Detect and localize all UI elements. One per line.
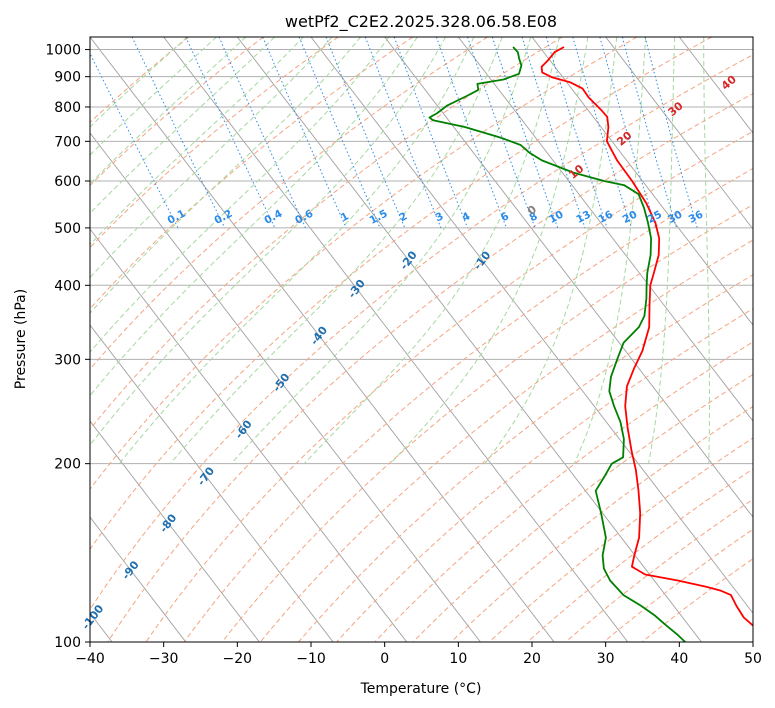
moist-adiabat-line <box>90 37 304 246</box>
isotherm-line <box>384 37 753 518</box>
y-tick-label: 300 <box>54 352 81 368</box>
isotherm-line <box>90 516 187 642</box>
dry-adiabat-line <box>90 37 190 124</box>
dry-adiabat-line <box>90 37 638 491</box>
mixing-ratio-line <box>364 37 442 229</box>
y-tick-label: 800 <box>54 100 81 116</box>
y-tick-label: 400 <box>54 278 81 294</box>
isotherm-line <box>90 132 481 642</box>
moist-adiabat-line <box>90 37 418 397</box>
moist-adiabat-line <box>90 37 275 215</box>
moist-adiabat-line <box>170 37 503 465</box>
sounding-traces <box>428 46 753 642</box>
axis-ticks: −40 −30 −20 −10 0 10 20 30 40 50 100 200 300 400 500 60… <box>45 43 762 667</box>
mixing-ratio-line <box>572 37 632 229</box>
moist-adiabat-line <box>703 37 710 464</box>
mixing-ratio-line <box>393 37 469 229</box>
y-axis-label: Pressure (hPa) <box>13 289 29 389</box>
x-tick-label: 0 <box>380 651 389 667</box>
y-tick-label: 700 <box>54 134 81 150</box>
y-tick-label: 200 <box>54 457 81 473</box>
moist-adiabat-line <box>303 37 560 465</box>
isotherm-line <box>90 228 408 642</box>
mixing-ratio-line <box>262 37 347 229</box>
isotherm-line <box>163 37 629 642</box>
dry-adiabat-line <box>90 37 264 187</box>
x-tick-label: −30 <box>149 651 179 667</box>
mixing-ratio-line <box>435 37 507 229</box>
x-axis-label: Temperature (°C) <box>360 681 482 697</box>
mixing-ratio-line <box>491 37 559 229</box>
mixing-ratio-line <box>545 37 608 229</box>
isotherm-line <box>605 37 753 230</box>
x-tick-label: 10 <box>449 651 467 667</box>
moist-adiabat-line <box>118 37 475 465</box>
moist-adiabat-line <box>90 37 390 353</box>
mixing-ratio-line <box>467 37 536 229</box>
isotherm-line <box>90 420 260 642</box>
x-tick-label: 20 <box>523 651 541 667</box>
mixing-ratio-line <box>298 37 381 229</box>
dry-adiabat-line <box>183 167 753 642</box>
moist-adiabat-line <box>90 37 446 446</box>
moist-adiabat-line <box>573 37 647 464</box>
temperature-trace <box>540 46 753 627</box>
x-tick-label: −40 <box>75 651 105 667</box>
moist-adiabat-line <box>90 37 361 314</box>
dewpoint-trace <box>428 46 686 642</box>
y-tick-label: 100 <box>54 635 81 651</box>
x-tick-label: 40 <box>670 651 688 667</box>
dry-adiabat-line <box>260 239 753 642</box>
moist-adiabat-line <box>389 37 589 465</box>
x-tick-label: −10 <box>296 651 326 667</box>
x-tick-label: 50 <box>744 651 762 667</box>
mixing-ratio-line <box>644 37 698 229</box>
moist-adiabat-line <box>90 37 247 185</box>
x-tick-label: −20 <box>223 651 253 667</box>
background-lines <box>90 37 753 642</box>
y-tick-label: 500 <box>54 221 81 237</box>
mixing-ratio-line <box>599 37 657 229</box>
dry-adiabat-line <box>145 130 753 642</box>
mixing-ratio-line <box>621 37 678 229</box>
dry-adiabat-line <box>298 274 753 642</box>
y-tick-label: 900 <box>54 70 81 86</box>
y-tick-label: 1000 <box>45 43 81 59</box>
mixing-ratio-line <box>325 37 406 229</box>
dry-adiabat-line <box>90 37 563 431</box>
dry-adiabat-line <box>107 92 753 642</box>
isotherm-line <box>236 37 702 642</box>
isotherm-line <box>310 37 753 614</box>
x-tick-label: 30 <box>597 651 615 667</box>
chart-title: wetPf2_C2E2.2025.328.06.58.E08 <box>285 12 557 32</box>
dry-adiabat-line <box>90 37 488 370</box>
dry-adiabat-line <box>412 373 753 642</box>
mixing-ratio-line <box>521 37 586 229</box>
y-tick-label: 600 <box>54 174 81 190</box>
dry-adiabat-line <box>90 54 753 611</box>
dry-adiabat-line <box>374 341 753 642</box>
moist-adiabat-line <box>230 37 532 465</box>
moist-adiabat-line <box>90 37 333 279</box>
moist-adiabat-line <box>648 37 676 464</box>
mixing-ratio-line <box>90 52 179 229</box>
isotherm-line <box>531 37 753 326</box>
plot-frame <box>89 36 754 643</box>
isotherm-line <box>457 37 753 422</box>
